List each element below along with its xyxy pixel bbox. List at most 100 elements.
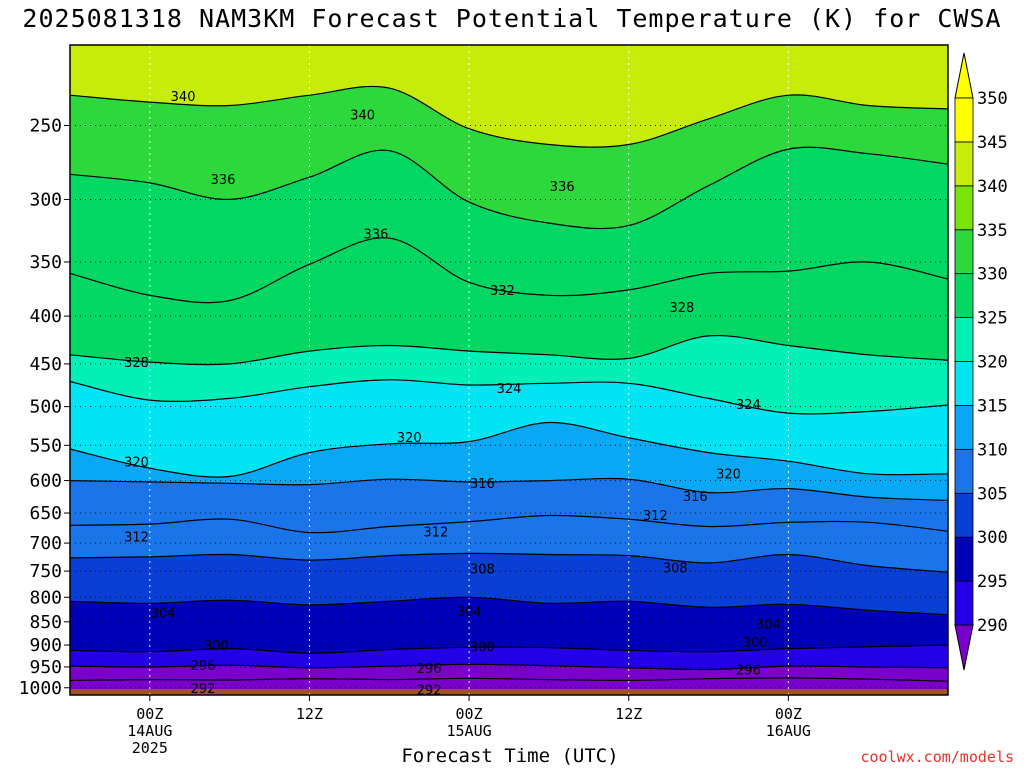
chart-title: 2025081318 NAM3KM Forecast Potential Tem… <box>22 4 1002 33</box>
contour-line-296 <box>70 663 948 671</box>
colorbar-label: 295 <box>977 572 1008 592</box>
y-tick-label: 550 <box>29 435 62 456</box>
contour-label: 340 <box>171 90 196 105</box>
colorbar: 290 295 300 305 310 315 320 325 330 335 340 345 350 <box>954 52 1008 671</box>
contour-labels: 340 340 336 336 336 332 328 328 324 324 320 320 320 3… <box>124 90 781 699</box>
contour-label: 296 <box>191 659 216 674</box>
colorbar-swatch <box>954 273 974 318</box>
x-tick-label: 15AUG <box>447 722 492 740</box>
contour-line-316 <box>70 477 948 501</box>
x-tick-label: 16AUG <box>766 722 811 740</box>
colorbar-bottom-arrow <box>954 624 974 671</box>
contour-label: 316 <box>470 477 495 492</box>
credit-link[interactable]: coolwx.com/models <box>860 748 1014 766</box>
x-tick-label: 00Z <box>136 705 163 723</box>
y-tick-label: 450 <box>29 354 62 375</box>
contour-label: 300 <box>204 639 229 654</box>
y-tick-label: 1000 <box>19 678 62 699</box>
colorbar-label: 350 <box>977 89 1008 109</box>
x-axis-title: Forecast Time (UTC) <box>401 745 619 767</box>
contour-label: 300 <box>470 640 495 655</box>
colorbar-swatch <box>954 448 974 494</box>
y-tick-label: 650 <box>29 503 62 524</box>
colorbar-swatch <box>954 141 974 187</box>
y-tick-label: 850 <box>29 612 62 633</box>
colorbar-swatch <box>954 361 974 406</box>
contour-label: 304 <box>457 605 482 620</box>
contour-label: 308 <box>470 562 495 577</box>
colorbar-swatch <box>954 185 974 231</box>
colorbar-swatch <box>954 536 974 582</box>
y-tick-label: 400 <box>29 306 62 327</box>
contour-label: 320 <box>397 431 422 446</box>
colorbar-top-arrow <box>954 52 974 99</box>
y-tick-label: 250 <box>29 115 62 136</box>
x-tick-label: 12Z <box>615 705 642 723</box>
contour-label: 304 <box>756 618 781 633</box>
contour-label: 328 <box>124 356 149 371</box>
contour-label: 324 <box>736 398 761 413</box>
contour-label: 336 <box>550 180 575 195</box>
contour-label: 340 <box>350 109 375 124</box>
contour-label: 324 <box>497 382 522 397</box>
colorbar-label: 345 <box>977 133 1008 153</box>
contour-label: 328 <box>670 301 695 316</box>
contour-label: 308 <box>663 561 688 576</box>
y-tick-label: 300 <box>29 189 62 210</box>
colorbar-label: 310 <box>977 440 1008 460</box>
y-axis: 2503003504004505005506006507007508008509… <box>19 115 70 699</box>
plot-frame <box>69 44 949 696</box>
contour-label: 316 <box>683 490 708 505</box>
contour-line-332 <box>70 237 948 304</box>
colorbar-swatch <box>954 405 974 450</box>
contour-label: 336 <box>364 227 389 242</box>
x-tick-label: 00Z <box>775 705 802 723</box>
colorbar-label: 315 <box>977 396 1008 416</box>
contour-label: 292 <box>191 682 216 697</box>
colorbar-label: 335 <box>977 221 1008 241</box>
y-tick-label: 350 <box>29 252 62 273</box>
colorbar-label: 325 <box>977 309 1008 329</box>
colorbar-label: 305 <box>977 484 1008 504</box>
contour-line-308 <box>70 552 948 573</box>
y-tick-label: 500 <box>29 397 62 418</box>
x-tick-label: 2025 <box>132 739 168 757</box>
contour-line-300 <box>70 644 948 654</box>
y-tick-label: 750 <box>29 561 62 582</box>
terrain-strip <box>70 688 948 695</box>
colorbar-swatch <box>954 317 974 362</box>
grid <box>70 45 948 695</box>
contour-label: 332 <box>490 284 515 299</box>
colorbar-label: 340 <box>977 177 1008 197</box>
contour-label: 296 <box>736 663 761 678</box>
contour-label: 296 <box>417 662 442 677</box>
x-tick-label: 12Z <box>296 705 323 723</box>
colorbar-swatch <box>954 229 974 275</box>
colorbar-label: 330 <box>977 265 1008 285</box>
colorbar-swatch <box>954 492 974 538</box>
colorbar-swatch <box>954 580 974 626</box>
y-tick-label: 900 <box>29 635 62 656</box>
contour-lines <box>70 85 948 682</box>
colorbar-label: 300 <box>977 528 1008 548</box>
contour-line-320 <box>70 421 948 478</box>
contour-line-312 <box>70 514 948 534</box>
y-tick-label: 700 <box>29 533 62 554</box>
filled-bands <box>70 45 948 695</box>
contour-line-304 <box>70 596 948 616</box>
y-tick-label: 950 <box>29 657 62 678</box>
contour-line-340 <box>70 85 948 148</box>
contour-label: 312 <box>643 509 668 524</box>
contour-line-328 <box>70 334 948 366</box>
x-tick-label: 00Z <box>456 705 483 723</box>
x-tick-label: 14AUG <box>127 722 172 740</box>
contour-label: 300 <box>743 636 768 651</box>
contour-label: 304 <box>151 607 176 622</box>
contour-label: 320 <box>716 467 741 482</box>
contour-label: 312 <box>423 526 448 541</box>
y-tick-label: 800 <box>29 587 62 608</box>
contour-label: 312 <box>124 530 149 545</box>
contour-line-336 <box>70 146 948 230</box>
